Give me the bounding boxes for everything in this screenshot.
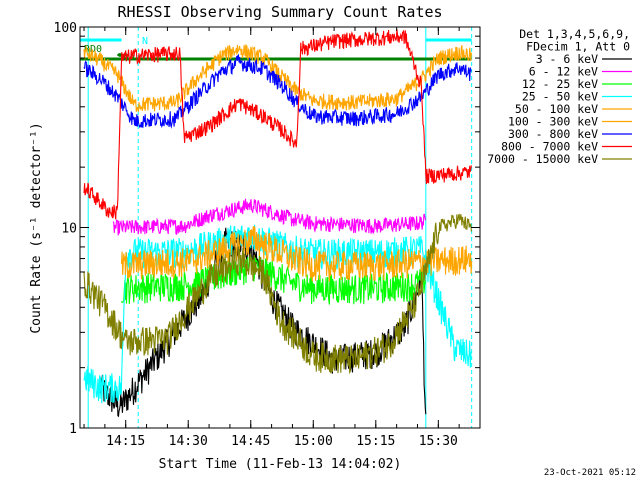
legend-header: FDecim 1, Att 0 xyxy=(526,40,630,54)
legend-entry: 300 - 800 keV xyxy=(508,127,598,141)
y-tick-label: 1 xyxy=(69,422,77,437)
y-axis-label: Count Rate (s⁻¹ detector⁻¹) xyxy=(29,122,44,333)
x-axis: 14:15 14:30 14:45 15:00 15:15 15:30 xyxy=(83,27,481,449)
x-tick-label: 14:30 xyxy=(169,434,208,449)
legend-entry: 800 - 7000 keV xyxy=(501,140,598,154)
series-line xyxy=(83,53,472,129)
legend-entry: 25 - 50 keV xyxy=(522,90,598,104)
x-tick-label: 15:30 xyxy=(419,434,458,449)
flag-label: N xyxy=(142,36,148,47)
legend-entry: 50 - 100 keV xyxy=(515,102,598,116)
x-tick-label: 15:00 xyxy=(294,434,333,449)
chart-title: RHESSI Observing Summary Count Rates xyxy=(117,3,442,21)
flag-label: RD0 xyxy=(84,44,102,55)
legend-entry: 100 - 300 keV xyxy=(508,115,598,129)
x-axis-label: Start Time (11-Feb-13 14:04:02) xyxy=(159,457,402,472)
x-tick-label: 14:15 xyxy=(106,434,145,449)
series-line xyxy=(83,213,472,375)
series-line xyxy=(120,226,473,282)
y-tick-label: 10 xyxy=(61,222,77,237)
series-line xyxy=(83,224,472,404)
series-line xyxy=(121,255,427,305)
legend-entry: 3 - 6 keV xyxy=(536,52,598,66)
x-tick-label: 14:45 xyxy=(231,434,270,449)
y-tick-label: 100 xyxy=(54,21,77,36)
legend-entry: 12 - 25 keV xyxy=(522,77,598,91)
legend-entry: 7000 - 15000 keV xyxy=(487,152,598,166)
series-line xyxy=(83,29,472,220)
legend-entry: 6 - 12 keV xyxy=(529,65,598,79)
x-tick-label: 15:15 xyxy=(356,434,395,449)
series-line xyxy=(112,198,427,236)
footer-timestamp: 23-Oct-2021 05:12 xyxy=(544,468,636,478)
legend-header: Det 1,3,4,5,6,9, xyxy=(519,27,630,41)
series-line xyxy=(83,44,472,113)
legend: Det 1,3,4,5,6,9,FDecim 1, Att 03 - 6 keV… xyxy=(487,27,632,166)
y-axis: 1 10 100 xyxy=(54,21,480,437)
